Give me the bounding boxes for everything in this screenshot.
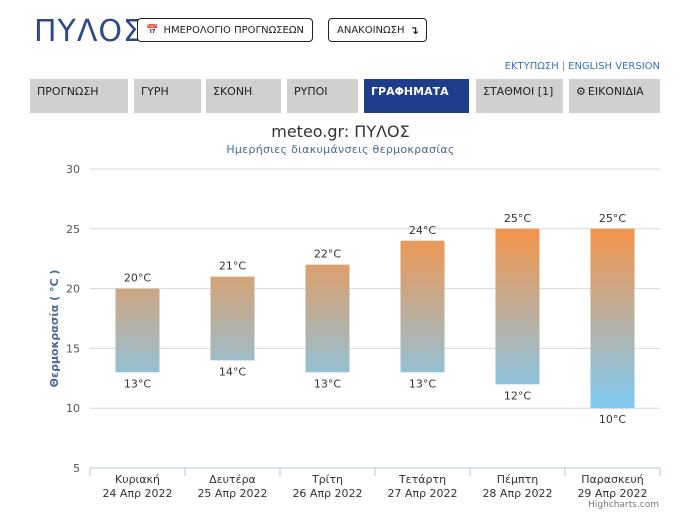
english-version-link[interactable]: ENGLISH VERSION: [568, 61, 660, 72]
temp-range-bar: [115, 288, 160, 373]
tab-label: ΣΤΑΘΜΟΙ [1]: [483, 85, 554, 98]
tab-label: ΠΡΟΓΝΩΣΗ: [37, 85, 99, 98]
y-tick-label: 20: [66, 283, 80, 296]
max-temp-label: 22°C: [314, 248, 341, 261]
min-temp-label: 13°C: [124, 377, 151, 390]
calendar-button[interactable]: 📅 ΗΜΕΡΟΛΟΓΙΟ ΠΡΟΓΝΩΣΕΩΝ: [137, 18, 313, 42]
x-tick-label-day: Τετάρτη: [398, 473, 446, 486]
calendar-button-label: ΗΜΕΡΟΛΟΓΙΟ ΠΡΟΓΝΩΣΕΩΝ: [163, 24, 304, 36]
credits-link[interactable]: Highcharts.com: [588, 500, 659, 510]
x-tick-label-day: Τρίτη: [311, 473, 343, 486]
chart-title: meteo.gr: ΠΥΛΟΣ: [271, 122, 410, 141]
tab-label: ΓΡΑΦΗΜΑΤΑ: [371, 85, 449, 98]
print-link[interactable]: ΕΚΤΥΠΩΣΗ: [504, 61, 559, 72]
arrow-down-icon: ↴: [409, 23, 419, 37]
max-temp-label: 21°C: [219, 260, 246, 273]
x-tick-label-day: Δευτέρα: [209, 473, 256, 486]
tab-pollutants[interactable]: ΡΥΠΟΙ: [287, 79, 358, 113]
y-tick-label: 15: [66, 342, 80, 355]
tab-pollen[interactable]: ΓΥΡΗ: [134, 79, 201, 113]
y-axis-title: Θερμοκρασία ( °C ): [48, 270, 61, 388]
tab-dust[interactable]: ΣΚΟΝΗ: [206, 79, 281, 113]
temp-range-bar: [590, 228, 635, 409]
min-temp-label: 10°C: [599, 413, 626, 426]
calendar-icon: 📅: [146, 24, 159, 36]
min-temp-label: 13°C: [409, 377, 436, 390]
x-tick-label-day: Πέμπτη: [497, 473, 538, 486]
y-tick-label: 25: [66, 223, 80, 236]
gear-icon: ⚙: [576, 85, 586, 98]
temp-range-bar: [305, 264, 350, 373]
tab-forecast[interactable]: ΠΡΟΓΝΩΣΗ: [30, 79, 128, 113]
y-tick-label: 5: [73, 462, 80, 475]
top-links: ΕΚΤΥΠΩΣΗ | ENGLISH VERSION: [505, 61, 660, 72]
chart-subtitle: Ημερήσιες διακυμάνσεις θερμοκρασίας: [226, 143, 455, 156]
tab-stations[interactable]: ΣΤΑΘΜΟΙ [1]: [476, 79, 563, 113]
x-tick-label-date: 26 Απρ 2022: [292, 487, 362, 500]
temp-range-bar: [400, 240, 445, 373]
max-temp-label: 24°C: [409, 224, 436, 237]
tab-bar: ΠΡΟΓΝΩΣΗ ΓΥΡΗ ΣΚΟΝΗ ΡΥΠΟΙ ΓΡΑΦΗΜΑΤΑ ΣΤΑΘ…: [0, 79, 681, 113]
x-tick-label-date: 29 Απρ 2022: [577, 487, 647, 500]
announcement-button-label: ΑΝΑΚΟΙΝΩΣΗ: [337, 24, 405, 36]
max-temp-label: 25°C: [504, 212, 531, 225]
link-separator: |: [561, 61, 566, 72]
min-temp-label: 12°C: [504, 389, 531, 402]
x-tick-label-day: Παρασκευή: [581, 473, 644, 486]
x-tick-label-day: Κυριακή: [115, 473, 160, 486]
tab-label: ΣΚΟΝΗ: [213, 85, 253, 98]
temp-range-bar: [210, 276, 255, 361]
x-tick-label-date: 28 Απρ 2022: [482, 487, 552, 500]
min-temp-label: 13°C: [314, 377, 341, 390]
tab-label: ΕΙΚΟΝΙΔΙΑ: [587, 85, 644, 98]
announcement-button[interactable]: ΑΝΑΚΟΙΝΩΣΗ ↴: [328, 18, 427, 42]
tab-icons[interactable]: ⚙ ΕΙΚΟΝΙΔΙΑ: [569, 79, 660, 113]
tab-graphs[interactable]: ΓΡΑΦΗΜΑΤΑ: [364, 79, 469, 113]
min-temp-label: 14°C: [219, 365, 246, 378]
x-tick-label-date: 25 Απρ 2022: [197, 487, 267, 500]
max-temp-label: 25°C: [599, 212, 626, 225]
max-temp-label: 20°C: [124, 272, 151, 285]
y-tick-label: 10: [66, 402, 80, 415]
x-tick-label-date: 24 Απρ 2022: [102, 487, 172, 500]
page-title: ΠΥΛΟΣ: [34, 14, 143, 49]
tab-label: ΡΥΠΟΙ: [294, 85, 328, 98]
tab-label: ΓΥΡΗ: [141, 85, 169, 98]
x-tick-label-date: 27 Απρ 2022: [387, 487, 457, 500]
y-tick-label: 30: [66, 163, 80, 176]
temp-range-bar: [495, 228, 540, 385]
